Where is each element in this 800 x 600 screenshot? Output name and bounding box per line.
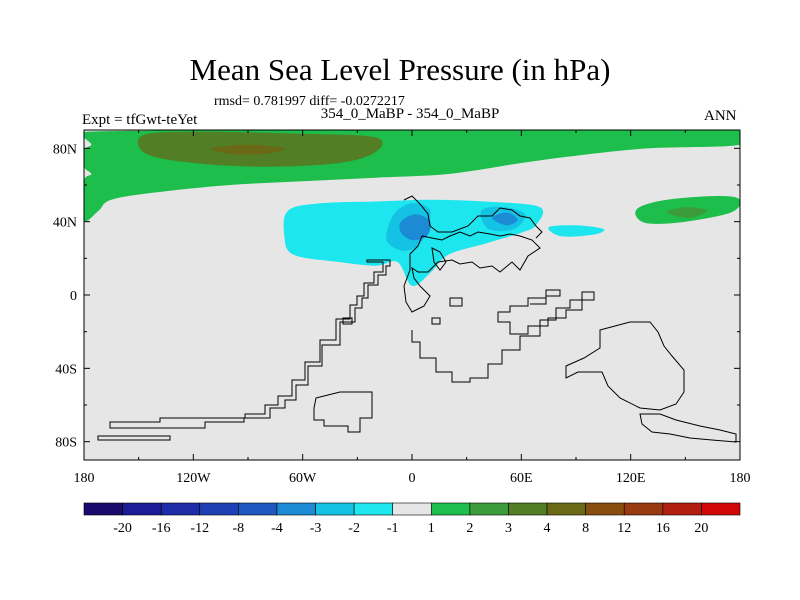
colorbar-label: -8	[233, 521, 245, 536]
coastline-asia	[403, 195, 543, 239]
colorbar-label: 12	[617, 521, 631, 536]
coastline-caribbean-1	[342, 317, 353, 325]
coastline-central-island	[449, 297, 463, 307]
season-label: ANN	[704, 108, 737, 124]
colorbar-label: -4	[271, 521, 283, 536]
colorbar-label: 3	[505, 521, 512, 536]
coastline-americas	[109, 259, 391, 429]
x-tick-label: 120E	[616, 471, 646, 486]
colorbar-swatch	[199, 502, 239, 516]
colorbar-swatch	[160, 502, 201, 516]
region-korea-negative	[548, 225, 605, 237]
region-east-asia-core	[667, 206, 708, 219]
colorbar-label: -3	[310, 521, 322, 536]
colorbar-swatch	[701, 502, 741, 516]
colorbar-swatch	[315, 502, 355, 516]
colorbar-label: 20	[694, 521, 708, 536]
colorbar-swatch	[430, 502, 471, 516]
colorbar-label: -20	[113, 521, 132, 536]
y-tick-label: 80S	[55, 436, 77, 451]
y-tick-label: 0	[70, 289, 77, 304]
region-eurasia-core-3	[399, 214, 431, 241]
colorbar-label: 1	[428, 521, 435, 536]
colorbar: -20 -16 -12 -8 -4 -3 -2 -1 1 2 3 4 8 12 16 20	[83, 502, 741, 536]
stats-line: rmsd= 0.781997 diff= -0.0272217	[214, 94, 405, 109]
coastline-australia	[565, 321, 685, 411]
x-tick-label: 120W	[176, 471, 211, 486]
colorbar-swatch	[83, 502, 123, 516]
x-tick-label: 180	[74, 471, 95, 486]
colorbar-swatch	[122, 502, 162, 516]
region-arctic-core-4	[211, 144, 285, 155]
y-tick-label: 40S	[55, 362, 77, 377]
colorbar-label: 2	[466, 521, 473, 536]
colorbar-label: -2	[348, 521, 360, 536]
colorbar-label: 4	[544, 521, 551, 536]
colorbar-label: 8	[582, 521, 589, 536]
x-tick-label: 60W	[289, 471, 317, 486]
colorbar-swatch	[508, 502, 548, 516]
colorbar-swatch	[238, 502, 278, 516]
x-tick-label: 0	[409, 471, 416, 486]
coastline-south-america	[313, 391, 373, 433]
colorbar-swatch	[546, 502, 586, 516]
y-tick-label: 80N	[53, 142, 77, 157]
region-eurasia-core-4	[492, 212, 518, 226]
coastline-gulf	[431, 247, 447, 271]
experiment-label: Expt = tfGwt-teYet	[82, 112, 198, 128]
colorbar-swatch	[623, 502, 664, 516]
colorbar-swatch	[469, 502, 509, 516]
chart-subtitle: 354_0_MaBP - 354_0_MaBP	[320, 106, 500, 122]
x-tick-label: 60E	[510, 471, 533, 486]
colorbar-label: -12	[190, 521, 209, 536]
colorbar-label: -16	[152, 521, 171, 536]
colorbar-swatch	[662, 502, 702, 516]
coastline-caribbean-2	[431, 317, 441, 325]
colorbar-swatch	[353, 502, 394, 516]
colorbar-label: -1	[387, 521, 399, 536]
coastline-africa	[403, 231, 595, 383]
chart-title: Mean Sea Level Pressure (in hPa)	[189, 52, 611, 87]
colorbar-swatch	[276, 502, 316, 516]
colorbar-swatch	[585, 502, 625, 516]
axes: 180 120W 60W 0 60E 120E 180 80N 40N 0 40S 80S	[53, 130, 751, 486]
coastline-antarctic-strip	[97, 435, 171, 441]
x-tick-label: 180	[730, 471, 751, 486]
y-tick-label: 40N	[53, 216, 77, 231]
colorbar-label: 16	[656, 521, 670, 536]
contour-regions	[84, 130, 740, 287]
colorbar-swatch	[392, 502, 432, 516]
